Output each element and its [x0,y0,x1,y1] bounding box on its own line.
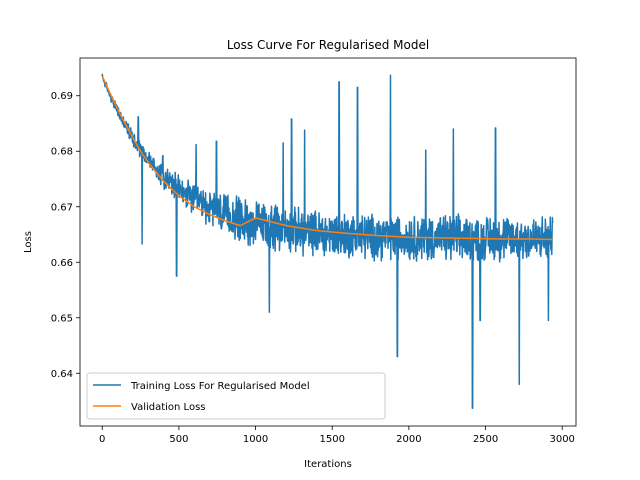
x-tick-label: 2000 [396,434,421,445]
y-tick-label: 0.69 [51,91,73,102]
x-tick-label: 3000 [549,434,574,445]
x-tick-label: 1000 [243,434,268,445]
plot-frame [79,57,577,427]
chart-title: Loss Curve For Regularised Model [227,38,429,52]
y-tick-label: 0.68 [51,147,73,158]
x-tick-label: 2500 [473,434,498,445]
legend-box [86,372,386,420]
y-axis-label: Loss [23,231,34,253]
y-axis-ticks: 0.64 0.65 0.66 0.67 0.68 0.69 [51,91,80,380]
x-tick-label: 500 [169,434,188,445]
series-line-validation-loss [101,76,554,241]
x-tick-label: 1500 [319,434,344,445]
legend-label-training: Training Loss For Regularised Model [130,381,310,392]
y-tick-label: 0.66 [51,258,73,269]
y-tick-label: 0.65 [51,313,73,324]
legend-label-validation: Validation Loss [131,402,206,413]
x-tick-label: 0 [99,434,105,445]
y-tick-label: 0.64 [51,369,73,380]
plot-area [101,73,554,409]
x-axis-label: Iterations [304,459,352,470]
y-tick-label: 0.67 [51,202,73,213]
legend: Training Loss For Regularised Model Vali… [86,372,386,420]
x-axis-ticks: 0 500 1000 1500 2000 2500 3000 [99,426,575,445]
